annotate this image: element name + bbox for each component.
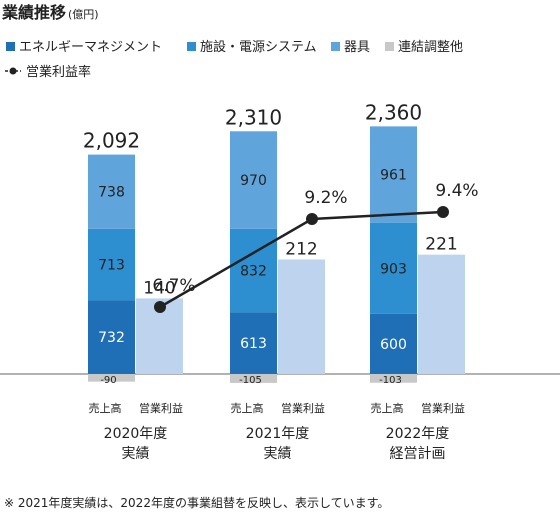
category-year-1: 2021年度	[246, 426, 310, 442]
bar-label-adjust-0: -90	[100, 375, 116, 386]
footnote: ※ 2021年度実績は、2022年度の事業組替を反映し、表示しています。	[4, 495, 389, 510]
bar-adjust-2	[370, 374, 417, 383]
sublabel-0-1: 売上高	[231, 401, 264, 415]
bar-label-energy-0: 732	[98, 330, 125, 346]
category-label-1: 実績	[264, 446, 292, 462]
sales-total-2: 2,360	[365, 100, 422, 124]
bar-equipment-2	[370, 126, 417, 223]
bar-label-energy-1: 613	[240, 336, 267, 352]
category-year-2: 2022年度	[386, 426, 450, 442]
legend-swatch-facility	[187, 42, 196, 51]
chart-title: 業績推移	[1, 3, 66, 22]
sublabel-1-2: 営業利益	[421, 401, 465, 415]
margin-point-2	[437, 205, 449, 218]
legend-label-energy: エネルギーマネジメント	[19, 40, 162, 55]
op-label-1: 212	[285, 240, 317, 260]
sublabel-0-0: 売上高	[89, 401, 122, 415]
chart-unit: (億円)	[68, 8, 99, 21]
bar-label-equipment-2: 961	[380, 168, 407, 184]
sublabel-0-2: 売上高	[371, 401, 404, 415]
category-label-0: 実績	[122, 446, 150, 462]
sales-total-1: 2,310	[225, 105, 282, 129]
legend-label-adjust: 連結調整他	[398, 40, 463, 55]
bar-facility-2	[370, 222, 417, 314]
bar-adjust-1	[230, 374, 277, 383]
bar-label-facility-2: 903	[380, 261, 407, 277]
legend-marker-margin	[9, 67, 17, 75]
bar-facility-0	[88, 228, 135, 301]
category-label-2: 経営計画	[390, 446, 446, 462]
bar-operating-1	[278, 259, 325, 374]
legend-swatch-energy	[6, 42, 15, 51]
margin-point-1	[306, 213, 318, 225]
margin-label-1: 9.2%	[304, 188, 347, 208]
margin-label-2: 9.4%	[435, 181, 478, 201]
bar-equipment-0	[88, 154, 135, 229]
margin-point-0	[154, 301, 166, 313]
op-label-2: 221	[425, 235, 457, 255]
bar-label-equipment-1: 970	[240, 173, 267, 189]
bar-label-energy-2: 600	[380, 337, 407, 353]
legend-label-equipment: 器具	[344, 40, 370, 55]
legend-label-margin: 営業利益率	[26, 64, 91, 80]
bar-equipment-1	[230, 131, 277, 229]
bar-label-adjust-2: -103	[379, 375, 402, 386]
bar-label-facility-0: 713	[98, 258, 125, 274]
bar-label-adjust-1: -105	[239, 375, 262, 386]
bar-label-equipment-0: 738	[98, 185, 125, 201]
bar-energy-1	[230, 312, 277, 374]
legend-label-facility: 施設・電源システム	[200, 39, 317, 55]
sublabel-1-1: 営業利益	[281, 401, 325, 415]
legend-swatch-adjust	[385, 42, 394, 51]
sublabel-1-0: 営業利益	[139, 401, 183, 415]
bar-operating-2	[418, 254, 465, 374]
bar-energy-2	[370, 313, 417, 374]
bar-adjust-0	[88, 374, 135, 382]
margin-label-0: 6.7%	[152, 276, 195, 296]
legend-swatch-equipment	[331, 42, 340, 51]
category-year-0: 2020年度	[104, 426, 168, 442]
legend: エネルギーマネジメント 施設・電源システム 器具 連結調整他 営業利益率	[5, 39, 463, 80]
sales-total-0: 2,092	[83, 129, 140, 153]
bar-energy-0	[88, 300, 135, 374]
op-label-0: 140	[143, 278, 175, 298]
bar-label-facility-1: 832	[240, 264, 267, 280]
